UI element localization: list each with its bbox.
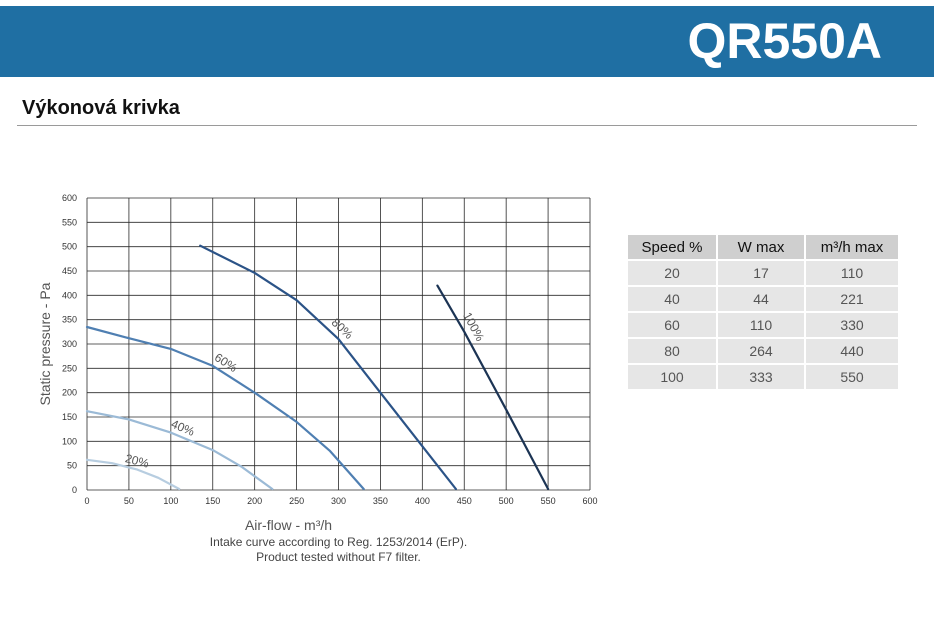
footnote-line-1: Intake curve according to Reg. 1253/2014… [209,535,468,549]
section-title: Výkonová krivka [22,97,180,119]
y-tick-label: 50 [67,461,77,471]
x-axis-label: Air-flow - m³/h [245,517,332,533]
x-tick-label: 300 [331,496,346,506]
series-line-80pct [199,244,457,491]
x-tick-label: 500 [499,496,514,506]
x-tick-label: 550 [541,496,556,506]
x-tick-label: 0 [84,496,89,506]
table-cell: 550 [806,365,898,389]
y-tick-label: 100 [62,436,77,446]
table-row: 80 264 440 [628,339,898,363]
y-tick-label: 550 [62,217,77,227]
table-header-row: Speed % W max m³/h max [628,235,898,259]
series-line-60pct [85,325,365,491]
table-cell: 330 [806,313,898,337]
y-tick-label: 600 [62,193,77,203]
column-header-airflow-max: m³/h max [806,235,898,259]
y-tick-label: 300 [62,339,77,349]
series-label: 20% [124,451,151,471]
table-cell: 17 [718,261,804,285]
table-cell: 40 [628,287,716,311]
section-divider [17,125,917,126]
y-tick-label: 200 [62,388,77,398]
x-tick-label: 250 [289,496,304,506]
y-tick-label: 0 [72,485,77,495]
x-tick-label: 600 [582,496,597,506]
table-cell: 264 [718,339,804,363]
y-tick-label: 150 [62,412,77,422]
y-tick-label: 500 [62,242,77,252]
series-line-40pct [85,410,274,491]
table-cell: 100 [628,365,716,389]
table-row: 100 333 550 [628,365,898,389]
column-header-speed: Speed % [628,235,716,259]
table-row: 20 17 110 [628,261,898,285]
y-axis-label: Static pressure - Pa [37,282,53,405]
specs-table: Speed % W max m³/h max 20 17 110 40 44 2… [626,233,900,391]
table-row: 40 44 221 [628,287,898,311]
x-tick-label: 100 [163,496,178,506]
x-tick-label: 50 [124,496,134,506]
table-cell: 20 [628,261,716,285]
x-tick-label: 450 [457,496,472,506]
y-tick-label: 250 [62,363,77,373]
table-cell: 110 [718,313,804,337]
series-line-100pct [436,284,550,491]
table-cell: 333 [718,365,804,389]
x-tick-label: 150 [205,496,220,506]
table-cell: 440 [806,339,898,363]
table-row: 60 110 330 [628,313,898,337]
column-header-w-max: W max [718,235,804,259]
table-cell: 110 [806,261,898,285]
x-tick-label: 200 [247,496,262,506]
x-tick-label: 350 [373,496,388,506]
y-tick-label: 400 [62,290,77,300]
table-cell: 221 [806,287,898,311]
x-tick-label: 400 [415,496,430,506]
table-cell: 80 [628,339,716,363]
performance-chart: 0 50 100 150 200 250 300 350 400 450 500 550 600 0 50 1… [37,193,598,533]
table-cell: 60 [628,313,716,337]
y-tick-label: 450 [62,266,77,276]
table-cell: 44 [718,287,804,311]
footnote-line-2: Product tested without F7 filter. [256,550,421,564]
header-bar [0,6,934,77]
series-label: 60% [212,350,240,375]
model-code: QR550A [687,13,882,69]
series-label: 40% [169,417,197,439]
series-line-20pct [85,458,181,491]
y-tick-label: 350 [62,315,77,325]
